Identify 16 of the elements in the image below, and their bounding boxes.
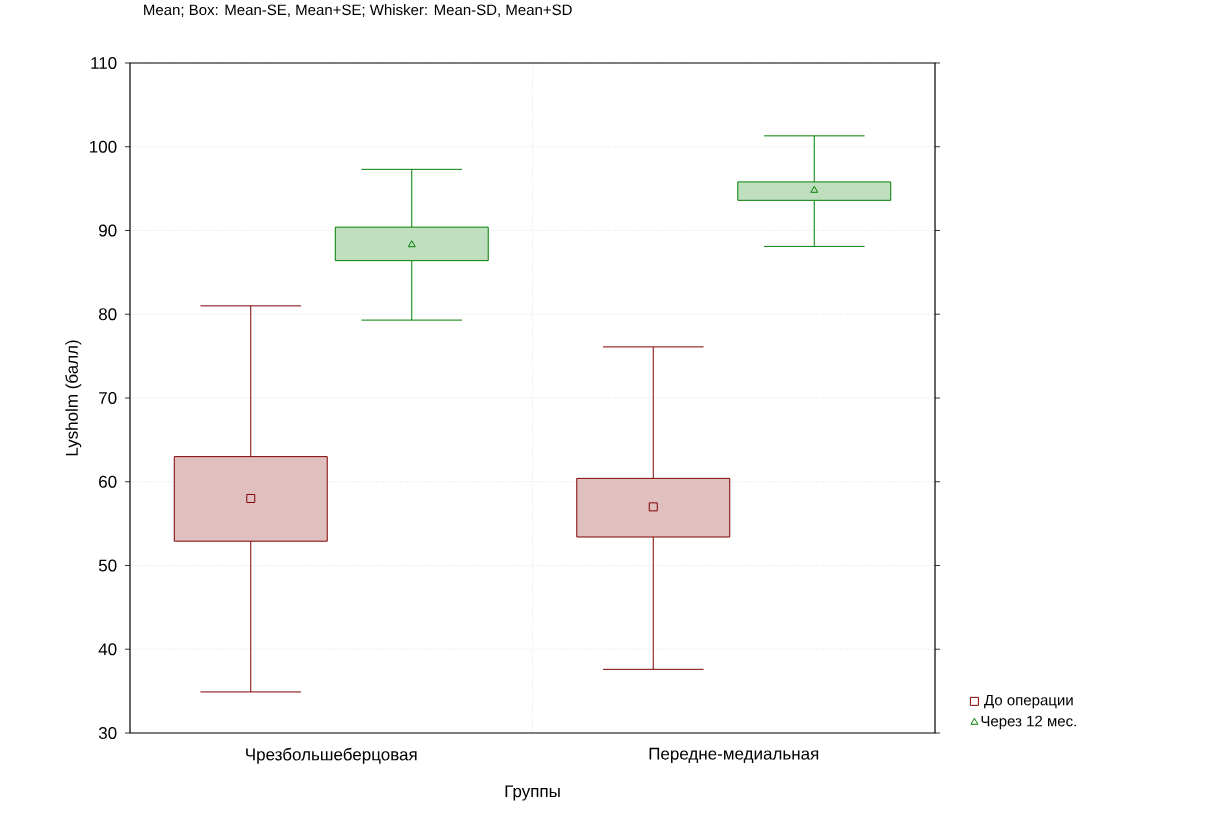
y-axis-title: Lysholm (балл) xyxy=(65,340,82,456)
legend-label: Через 12 мес. xyxy=(981,715,1076,730)
y-tick-label: 50 xyxy=(98,559,117,572)
y-tick-label: 40 xyxy=(98,643,117,656)
x-tick-label: Чрезбольшеберцовая xyxy=(246,747,417,764)
y-tick-label: 100 xyxy=(90,140,117,153)
x-tick-label: Передне-медиальная xyxy=(649,747,819,764)
y-tick-label: 30 xyxy=(98,726,117,740)
y-tick-label: 60 xyxy=(99,475,117,488)
chart-title: Mean; Box: Mean-SE, Mean+SE; Whisker: Mean-SD, Mean+SD xyxy=(144,4,572,17)
legend-label: До операции xyxy=(984,694,1073,709)
y-tick-label: 70 xyxy=(99,391,117,405)
y-tick-label: 80 xyxy=(98,308,117,321)
y-tick-label: 110 xyxy=(91,56,117,70)
x-axis-title: Группы xyxy=(505,785,560,801)
y-tick-label: 90 xyxy=(99,224,117,237)
